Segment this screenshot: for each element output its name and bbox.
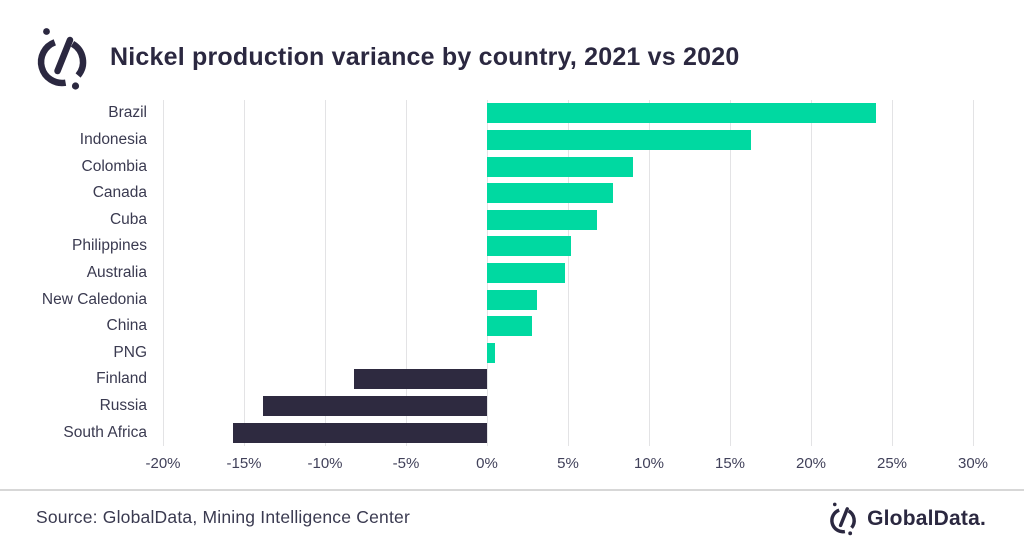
axis-tick-label: 0% [476,455,498,472]
value-axis: -20% -15% -10% -5% 0% 5% 10% 15% 20% 25% 30% [145,455,988,477]
axis-tick-label: 30% [957,455,989,472]
plot-area [163,100,974,446]
globaldata-logo-icon [830,502,856,536]
bar-cuba [487,209,598,230]
gridline [244,100,245,446]
category-axis: Brazil Indonesia Colombia Canada Cuba Philipp… [0,100,156,446]
bar-new-caledonia [487,289,538,310]
category-label: China [106,317,148,335]
axis-tick-label: -5% [392,455,420,472]
category-label: Philippines [72,237,147,255]
bar-china [487,316,533,337]
chart-title: Nickel production variance by country, 2… [110,43,740,71]
gridline [649,100,650,446]
bar-indonesia [487,129,752,150]
bar-philippines [487,236,572,257]
footer-divider [0,489,1024,491]
bar-canada [487,183,614,204]
category-label: Brazil [108,104,147,122]
category-label: Finland [96,370,147,388]
axis-tick-label: 15% [714,455,746,472]
gridline [811,100,812,446]
gridline [892,100,893,446]
gridline [163,100,164,446]
category-label: Russia [99,397,147,415]
bar-colombia [487,156,633,177]
category-label: New Caledonia [41,290,147,308]
axis-tick-label: 20% [795,455,827,472]
category-label: Canada [92,184,147,202]
brand-wordmark: GlobalData. [867,507,986,530]
axis-tick-label: 25% [876,455,908,472]
brand-lockup: GlobalData. [826,501,986,537]
category-label: Colombia [81,157,147,175]
axis-tick-label: -10% [307,455,343,472]
bar-brazil [487,103,876,124]
category-label: Cuba [109,210,147,228]
axis-tick-label: -20% [145,455,181,472]
gridline [568,100,569,446]
category-label: Australia [86,264,147,281]
axis-tick-label: -15% [226,455,262,472]
bar-south-africa [232,422,487,443]
category-label: PNG [113,343,147,361]
globaldata-logo-icon [37,28,87,90]
bar-australia [487,263,565,283]
gridline [730,100,731,446]
category-label: Indonesia [79,130,147,148]
bar-png [487,342,496,363]
bar-finland [354,369,487,390]
bar-russia [263,396,487,417]
axis-tick-label: 10% [633,455,665,472]
gridline [325,100,326,446]
source-text: Source: GlobalData, Mining Intelligence … [36,507,410,527]
gridline [973,100,974,446]
category-label: South Africa [63,423,147,441]
axis-tick-label: 5% [557,455,579,472]
gridline [406,100,407,446]
